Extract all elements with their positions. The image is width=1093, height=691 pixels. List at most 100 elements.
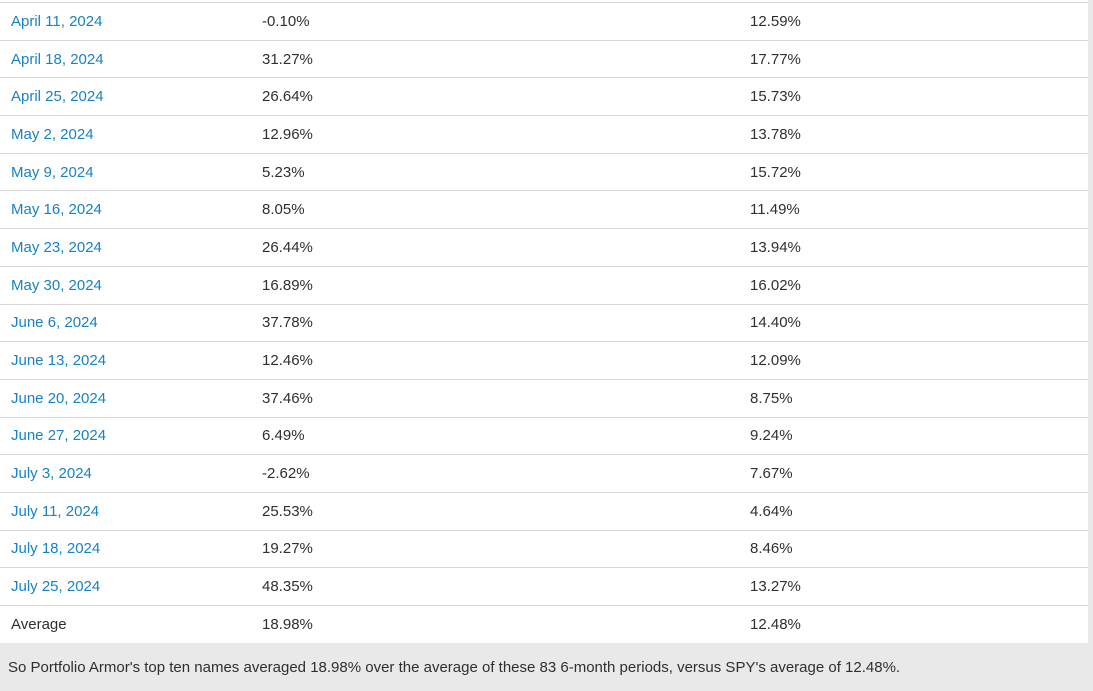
top-ten-return-cell: 25.53%: [252, 491, 740, 531]
date-link[interactable]: June 6, 2024: [11, 314, 98, 332]
returns-table: April 11, 2024 -0.10% 12.59% April 18, 2024…: [0, 0, 1088, 644]
top-ten-return-cell: 26.64%: [252, 77, 740, 116]
spy-return-value: 7.67%: [750, 465, 793, 483]
date-link[interactable]: May 16, 2024: [11, 201, 102, 219]
table-row: July 18, 2024 19.27% 8.46%: [0, 529, 1088, 568]
date-link[interactable]: May 23, 2024: [11, 238, 102, 256]
date-link[interactable]: July 25, 2024: [11, 578, 101, 596]
spy-return-value: 12.09%: [750, 352, 801, 370]
date-cell: May 9, 2024: [0, 152, 252, 191]
spy-return-cell: 13.94%: [740, 228, 1088, 267]
top-ten-return-value: 12.96%: [262, 125, 313, 143]
top-ten-return-cell: 48.35%: [252, 567, 740, 606]
date-link[interactable]: July 18, 2024: [11, 540, 101, 558]
average-top-ten-value: 18.98%: [262, 616, 313, 634]
spy-return-value: 9.24%: [750, 427, 793, 445]
top-ten-return-value: 5.23%: [262, 163, 305, 181]
weekly-returns-table: April 11, 2024 -0.10% 12.59% April 18, 2024…: [0, 2, 1088, 644]
spy-return-value: 13.78%: [750, 125, 801, 143]
date-cell: June 6, 2024: [0, 303, 252, 342]
top-ten-return-cell: 12.46%: [252, 341, 740, 380]
average-row: Average 18.98% 12.48%: [0, 605, 1088, 644]
spy-return-value: 8.75%: [750, 389, 793, 407]
average-label: Average: [11, 616, 67, 634]
top-ten-return-value: 16.89%: [262, 276, 313, 294]
spy-return-cell: 7.67%: [740, 454, 1088, 493]
date-cell: July 25, 2024: [0, 567, 252, 606]
top-ten-return-value: 37.78%: [262, 314, 313, 332]
top-ten-return-value: 25.53%: [262, 502, 313, 520]
table-row: June 20, 2024 37.46% 8.75%: [0, 378, 1088, 418]
table-body: April 11, 2024 -0.10% 12.59% April 18, 2024…: [0, 2, 1088, 644]
spy-return-cell: 4.64%: [740, 491, 1088, 531]
top-ten-return-cell: 26.44%: [252, 228, 740, 267]
table-row: April 11, 2024 -0.10% 12.59%: [0, 2, 1088, 41]
top-ten-return-cell: 37.78%: [252, 303, 740, 342]
partial-row-top: [0, 0, 1088, 2]
average-label-cell: Average: [0, 605, 252, 644]
spy-return-value: 11.49%: [750, 201, 800, 219]
top-ten-return-cell: -0.10%: [252, 2, 740, 41]
top-ten-return-cell: 37.46%: [252, 378, 740, 418]
spy-return-cell: 16.02%: [740, 265, 1088, 304]
average-spy-value: 12.48%: [750, 616, 801, 634]
table-row: May 16, 2024 8.05% 11.49%: [0, 190, 1088, 229]
spy-return-cell: 9.24%: [740, 416, 1088, 455]
date-cell: June 13, 2024: [0, 341, 252, 380]
top-ten-return-cell: 19.27%: [252, 529, 740, 568]
top-ten-return-value: 26.44%: [262, 238, 313, 256]
top-ten-return-value: 19.27%: [262, 540, 313, 558]
top-ten-return-value: 37.46%: [262, 389, 313, 407]
date-link[interactable]: May 30, 2024: [11, 276, 102, 294]
spy-return-cell: 8.75%: [740, 378, 1088, 418]
table-row: June 27, 2024 6.49% 9.24%: [0, 416, 1088, 455]
spy-return-value: 15.73%: [750, 88, 801, 106]
date-cell: May 23, 2024: [0, 228, 252, 267]
top-ten-return-value: 6.49%: [262, 427, 305, 445]
top-ten-return-value: -0.10%: [262, 12, 310, 30]
date-link[interactable]: June 20, 2024: [11, 389, 107, 407]
top-ten-return-cell: 16.89%: [252, 265, 740, 304]
table-row: July 3, 2024 -2.62% 7.67%: [0, 454, 1088, 493]
date-link[interactable]: May 2, 2024: [11, 125, 94, 143]
average-top-ten-cell: 18.98%: [252, 605, 740, 644]
date-link[interactable]: June 13, 2024: [11, 352, 107, 370]
date-cell: June 20, 2024: [0, 378, 252, 418]
spy-return-cell: 17.77%: [740, 39, 1088, 78]
date-link[interactable]: April 18, 2024: [11, 50, 104, 68]
spy-return-cell: 14.40%: [740, 303, 1088, 342]
date-link[interactable]: April 11, 2024: [11, 12, 103, 30]
spy-return-cell: 15.72%: [740, 152, 1088, 191]
date-cell: July 11, 2024: [0, 491, 252, 531]
table-row: June 13, 2024 12.46% 12.09%: [0, 341, 1088, 380]
top-ten-return-value: 26.64%: [262, 88, 313, 106]
top-ten-return-cell: 5.23%: [252, 152, 740, 191]
spy-return-cell: 13.27%: [740, 567, 1088, 606]
table-row: May 30, 2024 16.89% 16.02%: [0, 265, 1088, 304]
spy-return-cell: 12.59%: [740, 2, 1088, 41]
date-cell: July 3, 2024: [0, 454, 252, 493]
spy-return-value: 17.77%: [750, 50, 801, 68]
spy-return-cell: 15.73%: [740, 77, 1088, 116]
summary-footer: So Portfolio Armor's top ten names avera…: [0, 643, 1093, 691]
date-link[interactable]: July 3, 2024: [11, 465, 92, 483]
date-link[interactable]: May 9, 2024: [11, 163, 94, 181]
top-ten-return-cell: -2.62%: [252, 454, 740, 493]
summary-text: So Portfolio Armor's top ten names avera…: [8, 658, 901, 676]
spy-return-cell: 11.49%: [740, 190, 1088, 229]
top-ten-return-value: 31.27%: [262, 50, 313, 68]
table-row: May 23, 2024 26.44% 13.94%: [0, 228, 1088, 267]
table-row: May 2, 2024 12.96% 13.78%: [0, 115, 1088, 154]
spy-return-value: 15.72%: [750, 163, 801, 181]
table-row: May 9, 2024 5.23% 15.72%: [0, 152, 1088, 191]
date-link[interactable]: June 27, 2024: [11, 427, 107, 445]
top-ten-return-value: 8.05%: [262, 201, 305, 219]
top-ten-return-value: -2.62%: [262, 465, 310, 483]
spy-return-value: 8.46%: [750, 540, 793, 558]
table-row: July 11, 2024 25.53% 4.64%: [0, 491, 1088, 531]
spy-return-value: 12.59%: [750, 12, 801, 30]
date-link[interactable]: July 11, 2024: [11, 502, 100, 520]
date-link[interactable]: April 25, 2024: [11, 88, 104, 106]
spy-return-cell: 8.46%: [740, 529, 1088, 568]
table-row: April 25, 2024 26.64% 15.73%: [0, 77, 1088, 116]
